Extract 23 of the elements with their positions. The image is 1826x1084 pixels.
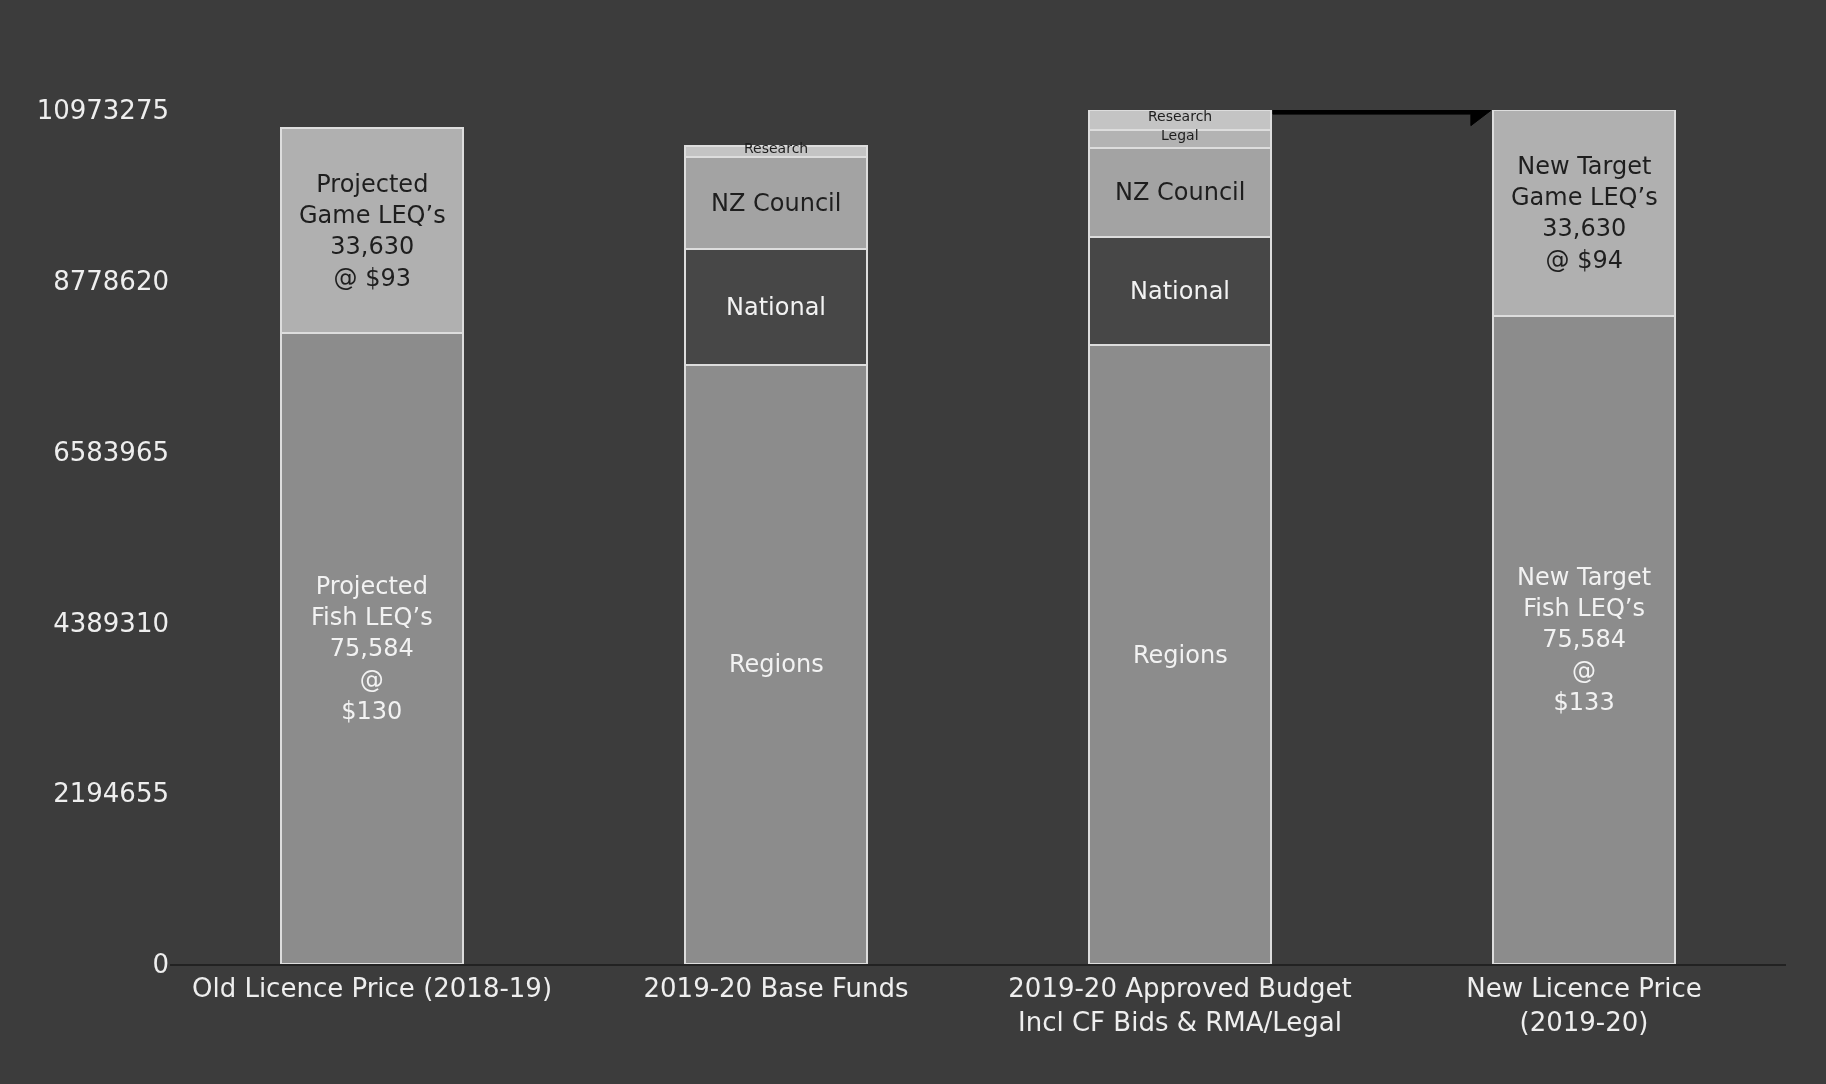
data-label: NZ Council <box>711 189 842 217</box>
data-label: Research <box>1148 108 1213 124</box>
y-tick-label: 8778620 <box>53 265 169 296</box>
y-tick-label: 2194655 <box>53 778 169 809</box>
data-label: New Target Fish LEQ’s 75,584 @ $133 <box>1517 563 1652 716</box>
data-label: Projected Game LEQ’s 33,630 @ $93 <box>299 170 446 292</box>
data-label: Regions <box>1133 641 1228 669</box>
data-label: Research <box>744 140 809 156</box>
y-tick-label: 10973275 <box>36 95 169 126</box>
x-tick-label: Old Licence Price (2018-19) <box>191 973 553 1004</box>
x-tick-label: New Licence Price (2019-20) <box>1466 973 1702 1037</box>
data-label: Legal <box>1161 127 1199 143</box>
data-label: Regions <box>729 650 824 678</box>
x-tick-label: 2019-20 Approved Budget Incl CF Bids & RMA/Legal <box>1008 973 1352 1037</box>
y-tick-label: 6583965 <box>53 436 169 467</box>
data-label: Projected Fish LEQ’s 75,584 @ $130 <box>311 572 433 725</box>
y-tick-label: 0 <box>152 949 169 980</box>
y-tick-label: 4389310 <box>53 607 169 638</box>
data-label: NZ Council <box>1115 178 1246 206</box>
data-label: New Target Game LEQ’s 33,630 @ $94 <box>1511 152 1658 274</box>
data-label: National <box>1130 277 1231 305</box>
x-tick-label: 2019-20 Base Funds <box>643 973 909 1004</box>
data-label: National <box>726 293 827 321</box>
